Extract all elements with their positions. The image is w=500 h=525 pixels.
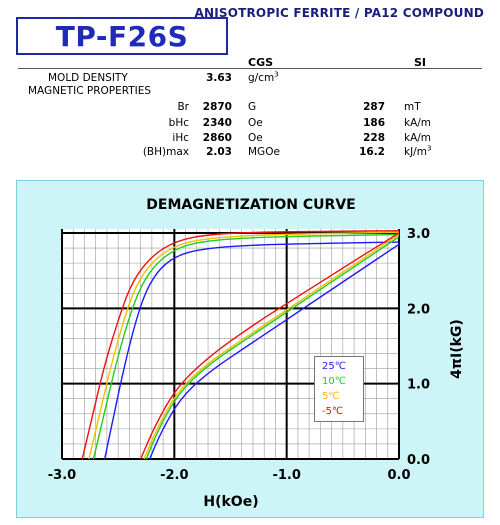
product-name: TP-F26S	[55, 19, 189, 53]
legend-item-5c: 5℃	[322, 391, 340, 402]
property-cgs-unit: Oe	[248, 132, 263, 144]
series-line-intrinsic	[88, 231, 400, 460]
mold-density-label: MOLD DENSITY	[48, 72, 128, 84]
magnetic-properties-label: MAGNETIC PROPERTIES	[28, 85, 152, 97]
series-line-normal	[145, 236, 400, 460]
legend-item-minus5c: -5℃	[322, 406, 344, 417]
x-axis-label: H(kOe)	[203, 494, 258, 510]
series-line-intrinsic	[81, 230, 400, 460]
property-cgs-value: 2.03	[206, 146, 232, 158]
x-tick-label: -3.0	[48, 468, 76, 483]
page-subtitle: ANISOTROPIC FERRITE / PA12 COMPOUND	[194, 6, 484, 20]
property-label: iHc	[172, 132, 189, 144]
property-cgs-unit: MGOe	[248, 146, 280, 158]
mold-density-row: MOLD DENSITY 3.63 g/cm3	[0, 70, 500, 86]
y-tick-label: 0.0	[407, 453, 430, 468]
property-row: Br 2870 G 287 mT	[0, 101, 500, 115]
property-si-unit: kA/m	[404, 132, 432, 144]
property-si-value: 228	[363, 132, 385, 144]
x-tick-label: -1.0	[272, 468, 300, 483]
chart-panel: DEMAGNETIZATION CURVE -3.0 -2.0 -1.0 0.0 0.0 1…	[16, 180, 484, 518]
y-tick-label: 2.0	[407, 302, 430, 317]
property-cgs-unit: G	[248, 101, 257, 113]
y-tick-label: 1.0	[407, 378, 430, 393]
magnetic-properties-row: MAGNETIC PROPERTIES	[0, 85, 500, 99]
column-header-si: SI	[414, 56, 427, 69]
series-line-intrinsic	[92, 233, 400, 460]
legend-item-25c: 25℃	[322, 361, 346, 372]
property-row: (BH)max 2.03 MGOe 16.2 kJ/m3	[0, 144, 500, 160]
legend-item-10c: 10℃	[322, 376, 346, 387]
column-header-cgs: CGS	[248, 56, 274, 69]
series-line-intrinsic	[104, 241, 400, 460]
product-name-box: TP-F26S	[16, 17, 228, 55]
property-si-unit: kJ/m3	[404, 144, 432, 158]
property-cgs-unit: Oe	[248, 117, 263, 129]
x-tick-label: 0.0	[387, 468, 410, 483]
mold-density-unit: g/cm3	[248, 70, 279, 84]
property-label: bHc	[168, 117, 189, 129]
property-si-unit: mT	[404, 101, 421, 113]
property-label: Br	[177, 101, 189, 113]
property-cgs-value: 2340	[202, 117, 232, 129]
x-tick-label: -2.0	[160, 468, 188, 483]
property-row: bHc 2340 Oe 186 kA/m	[0, 117, 500, 131]
property-row: iHc 2860 Oe 228 kA/m	[0, 132, 500, 146]
chart-title: DEMAGNETIZATION CURVE	[146, 197, 355, 213]
series-line-normal	[139, 232, 400, 460]
y-tick-label: 3.0	[407, 227, 430, 242]
y-axis-label: 4πI(kG)	[449, 319, 465, 379]
series-line-normal	[143, 233, 400, 460]
property-cgs-value: 2860	[202, 132, 232, 144]
property-label: (BH)max	[142, 146, 189, 158]
property-si-value: 287	[363, 101, 385, 113]
header-divider	[18, 68, 482, 69]
legend-box: 25℃ 10℃ 5℃ -5℃	[314, 356, 364, 422]
property-si-value: 186	[363, 117, 385, 129]
mold-density-value: 3.63	[206, 72, 232, 84]
series-line-normal	[148, 243, 400, 460]
property-cgs-value: 2870	[202, 101, 232, 113]
property-si-unit: kA/m	[404, 117, 432, 129]
demagnetization-chart: DEMAGNETIZATION CURVE -3.0 -2.0 -1.0 0.00.0 1…	[48, 197, 465, 510]
property-si-value: 16.2	[359, 146, 385, 158]
